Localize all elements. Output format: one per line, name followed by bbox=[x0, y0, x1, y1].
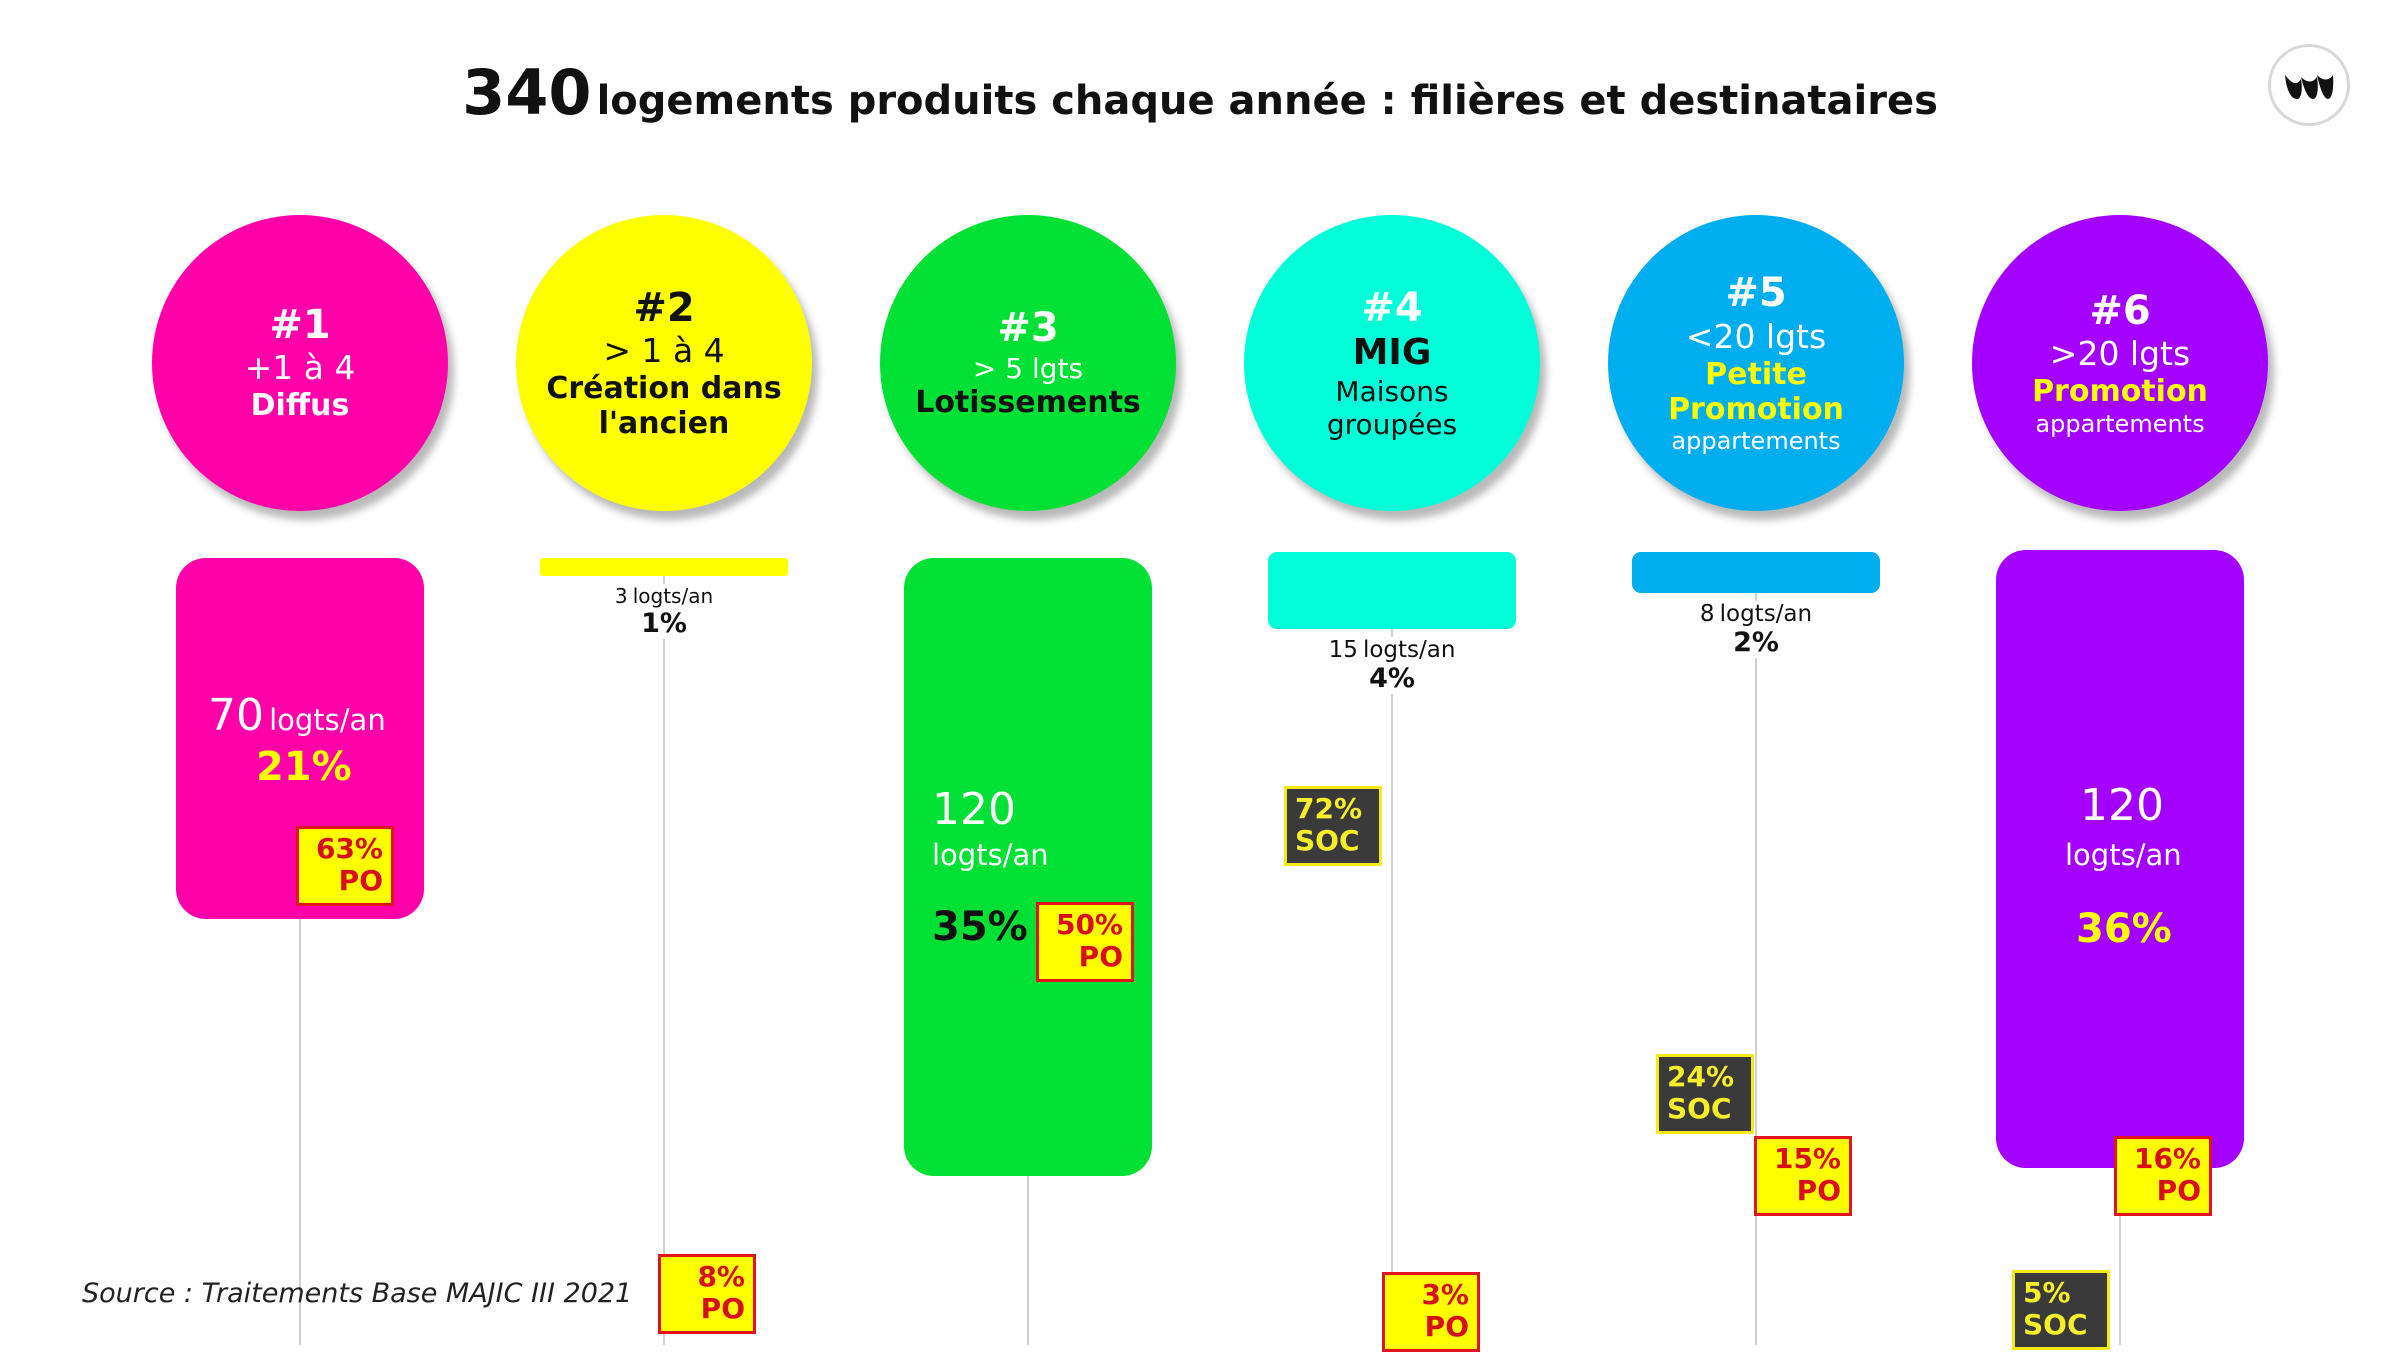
title-text: logements produits chaque année : filièr… bbox=[596, 78, 1938, 124]
category-label-line: MIG bbox=[1352, 332, 1432, 374]
badge-label: PO bbox=[2156, 1174, 2201, 1208]
category-label-line: l'ancien bbox=[598, 406, 730, 442]
badge-label: PO bbox=[1796, 1174, 1841, 1208]
share-badge-po: 16% PO bbox=[2114, 1136, 2212, 1216]
category-label-line: +1 à 4 bbox=[244, 348, 356, 388]
share-badge-soc: 24% SOC bbox=[1656, 1054, 1754, 1134]
category-label-line: > 1 à 4 bbox=[603, 330, 725, 370]
badge-value: 24% bbox=[1667, 1060, 1735, 1093]
badge-value: 5% bbox=[2023, 1276, 2071, 1309]
category-circle-5: #5 <20 lgts Petite Promotion appartements bbox=[1608, 215, 1904, 511]
bar-6 bbox=[1996, 550, 2244, 1168]
badge-label: SOC bbox=[1295, 824, 1360, 858]
category-label-line: Petite bbox=[1705, 356, 1807, 392]
category-label-line: appartements bbox=[1671, 427, 1841, 456]
share-badge-po: 8% PO bbox=[658, 1254, 756, 1334]
share-badge-soc: 5% SOC bbox=[2012, 1270, 2110, 1350]
page-title: 340 logements produits chaque année : fi… bbox=[0, 56, 2400, 129]
badge-value: 8% bbox=[697, 1260, 745, 1293]
value-number: 3 bbox=[614, 584, 628, 608]
value-number: 8 bbox=[1699, 601, 1715, 628]
category-label-line: Promotion bbox=[2032, 374, 2208, 410]
value-number: 120 bbox=[932, 784, 1016, 835]
badge-value: 3% bbox=[1421, 1278, 1469, 1311]
leader-line bbox=[663, 576, 665, 1345]
category-label-line: > 5 lgts bbox=[972, 352, 1084, 386]
share-label: 4% bbox=[1369, 663, 1415, 695]
share-label: 21% bbox=[256, 744, 352, 790]
value-unit: logts/an bbox=[632, 584, 714, 608]
badge-label: PO bbox=[1078, 940, 1123, 974]
value-unit: logts/an bbox=[1719, 601, 1813, 628]
category-label-line: Maisons bbox=[1335, 374, 1449, 408]
share-badge-po: 15% PO bbox=[1754, 1136, 1852, 1216]
source-note: Source : Traitements Base MAJIC III 2021 bbox=[82, 1278, 633, 1309]
brand-logo-icon bbox=[2268, 44, 2350, 126]
share-badge-po: 3% PO bbox=[1382, 1272, 1480, 1352]
bar-4 bbox=[1268, 552, 1516, 630]
value-unit: logts/an bbox=[1362, 637, 1456, 664]
category-number: #3 bbox=[997, 305, 1059, 352]
category-circle-4: #4 MIG Maisons groupées bbox=[1244, 215, 1540, 511]
badge-value: 16% bbox=[2133, 1142, 2201, 1175]
share-label: 1% bbox=[641, 608, 687, 639]
badge-value: 15% bbox=[1773, 1142, 1841, 1175]
category-label-line: Diffus bbox=[250, 388, 350, 424]
category-label-line: Lotissements bbox=[915, 385, 1141, 421]
category-number: #1 bbox=[269, 302, 331, 349]
title-number: 340 bbox=[462, 56, 592, 129]
category-number: #5 bbox=[1725, 270, 1787, 317]
category-label-line: Création dans bbox=[546, 370, 782, 406]
category-circle-1: #1 +1 à 4 Diffus bbox=[152, 215, 448, 511]
category-label-line: groupées bbox=[1326, 407, 1458, 441]
value-number: 15 bbox=[1328, 637, 1358, 664]
value-label: 3 logts/an 1% bbox=[584, 584, 744, 639]
share-badge-soc: 72% SOC bbox=[1284, 786, 1382, 866]
badge-label: PO bbox=[1424, 1310, 1469, 1344]
category-label-line: >20 lgts bbox=[2049, 334, 2191, 374]
leader-line bbox=[1027, 1176, 1029, 1345]
bar-5 bbox=[1632, 552, 1880, 594]
value-unit: logts/an bbox=[932, 838, 1049, 872]
category-label-line: <20 lgts bbox=[1685, 316, 1827, 356]
badge-label: SOC bbox=[2023, 1308, 2088, 1342]
category-number: #2 bbox=[633, 284, 695, 331]
badge-label: PO bbox=[700, 1292, 745, 1326]
category-number: #4 bbox=[1361, 285, 1423, 332]
share-label: 36% bbox=[2076, 906, 2172, 952]
category-label-line: Promotion bbox=[1668, 391, 1844, 427]
bar-3 bbox=[904, 558, 1152, 1176]
bar-2 bbox=[540, 558, 788, 576]
category-circle-2: #2 > 1 à 4 Création dans l'ancien bbox=[516, 215, 812, 511]
leader-line bbox=[2119, 1168, 2121, 1345]
leader-line bbox=[1391, 629, 1393, 1345]
share-label: 35% bbox=[932, 904, 1028, 950]
badge-label: PO bbox=[338, 864, 383, 898]
value-unit: logts/an bbox=[269, 703, 386, 737]
share-label: 2% bbox=[1733, 627, 1779, 659]
badge-value: 50% bbox=[1055, 908, 1123, 941]
value-unit: logts/an bbox=[2065, 838, 2182, 872]
value-label: 8 logts/an 2% bbox=[1676, 601, 1836, 659]
category-label-line: appartements bbox=[2035, 409, 2205, 438]
badge-label: SOC bbox=[1667, 1092, 1732, 1126]
category-circle-3: #3 > 5 lgts Lotissements bbox=[880, 215, 1176, 511]
category-circle-6: #6 >20 lgts Promotion appartements bbox=[1972, 215, 2268, 511]
leader-line bbox=[1755, 593, 1757, 1345]
badge-value: 63% bbox=[315, 832, 383, 865]
leader-line bbox=[299, 918, 301, 1345]
badge-value: 72% bbox=[1295, 792, 1363, 825]
value-label: 15 logts/an 4% bbox=[1312, 637, 1472, 695]
share-badge-po: 50% PO bbox=[1036, 902, 1134, 982]
value-number: 70 bbox=[208, 690, 264, 741]
category-number: #6 bbox=[2089, 288, 2151, 335]
value-label: 70 logts/an bbox=[208, 690, 386, 741]
value-number: 120 bbox=[2080, 780, 2164, 831]
share-badge-po: 63% PO bbox=[296, 826, 394, 906]
